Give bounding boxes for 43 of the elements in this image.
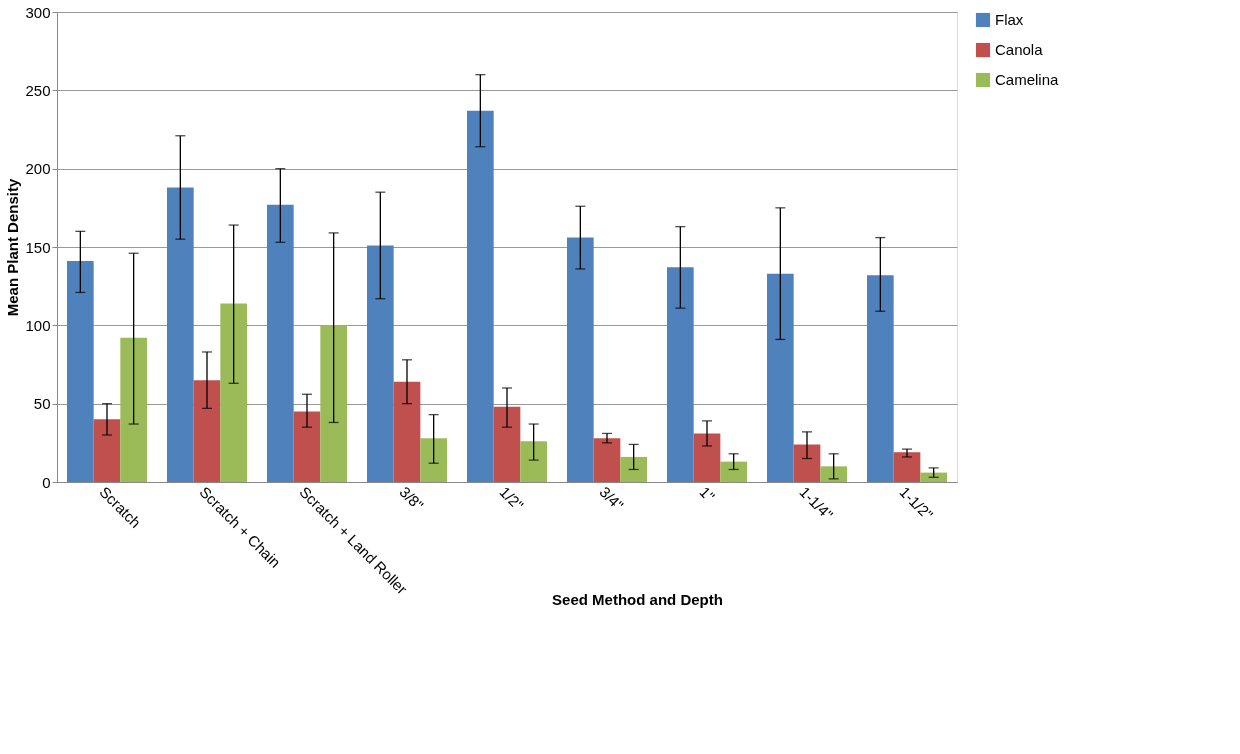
bar (793, 444, 821, 482)
x-tick-label: 1" (696, 483, 719, 505)
bar (693, 433, 721, 482)
bar (420, 438, 447, 482)
bar (893, 452, 921, 482)
y-tick-label: 300 (25, 3, 51, 21)
bar (467, 110, 494, 482)
bar (93, 419, 121, 482)
x-axis-title: Seed Method and Depth (552, 590, 723, 608)
bar (667, 267, 694, 482)
y-tick-label: 250 (25, 81, 51, 99)
bar (67, 261, 94, 482)
bar (367, 245, 394, 482)
bar (867, 275, 894, 482)
bar (593, 438, 621, 482)
bar (320, 325, 347, 482)
y-tick-label: 200 (25, 160, 51, 178)
bar (567, 237, 594, 482)
bar (393, 381, 421, 482)
bar (820, 466, 847, 482)
x-tick-label: 3/8" (396, 483, 427, 514)
bar (520, 441, 547, 482)
y-tick-label: 100 (25, 316, 51, 334)
y-tick-label: 0 (42, 473, 51, 491)
y-tick-label: 150 (25, 238, 51, 256)
bar (767, 273, 794, 482)
bar (267, 204, 294, 482)
bar (120, 337, 147, 482)
y-axis-title: Mean Plant Density (4, 178, 22, 317)
bar (620, 456, 647, 482)
bar (167, 187, 194, 482)
y-tick-label: 50 (33, 395, 51, 413)
bar (193, 380, 221, 482)
bar (220, 303, 247, 482)
bar (493, 406, 521, 482)
x-tick-label: 1/2" (496, 483, 527, 514)
bar (920, 472, 947, 482)
bar (293, 411, 321, 482)
legend-label: Camelina (995, 71, 1060, 88)
bar (720, 461, 747, 482)
x-tick-label: 3/4" (596, 483, 627, 514)
legend-label: Canola (995, 41, 1044, 58)
legend-label: Flax (995, 11, 1024, 28)
